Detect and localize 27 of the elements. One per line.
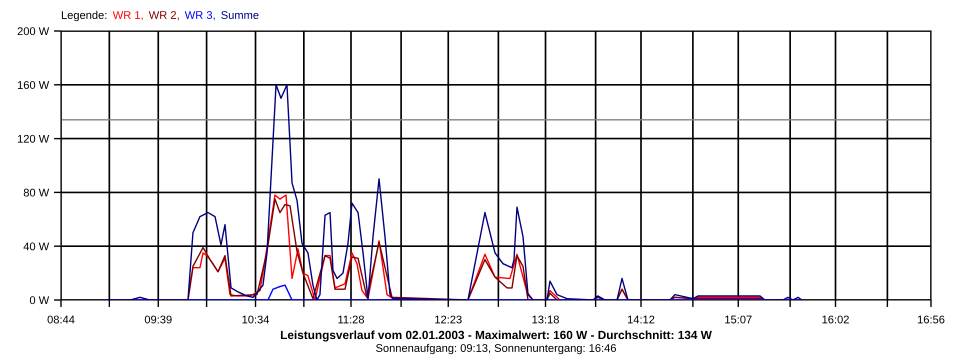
x-tick-label: 16:56 (918, 316, 944, 324)
text: Sonnenaufgang: 09:13, Sonnenuntergang: 16:46 (376, 344, 616, 354)
text: , (142, 18, 143, 20)
x-tick-label: 11:28 (338, 316, 364, 324)
text: , (214, 18, 215, 20)
x-tick-label: 16:02 (822, 316, 849, 324)
x-tick-label: 10:34 (242, 316, 270, 324)
text: WR 3 (184, 11, 212, 19)
text: , (178, 18, 179, 20)
text: Leistungsverlauf vom 02.01.2003 - Maximalwert: 160 W - Durchschnitt: 134 W (280, 330, 712, 342)
y-tick-label: 40 W (24, 242, 50, 250)
x-tick-label: 12:23 (435, 316, 462, 324)
text: WR 2 (148, 11, 176, 19)
legend-title: Legende: (62, 10, 106, 22)
y-tick-label: 200 W (18, 27, 50, 36)
y-tick-label: 80 W (24, 188, 50, 197)
x-tick-label: 13:18 (532, 316, 559, 324)
line-series (106, 84, 803, 300)
y-tick-label: 120 W (18, 134, 50, 143)
text: WR 1 (112, 11, 140, 19)
x-tick-label: 14:12 (628, 316, 654, 324)
x-tick-label: 09:39 (144, 316, 172, 324)
text: Summe (221, 11, 259, 19)
y-tick-label: 0 W (30, 296, 50, 304)
y-tick-label: 160 W (18, 81, 50, 89)
x-tick-label: 08:44 (48, 316, 75, 324)
x-tick-label: 15:07 (725, 316, 752, 324)
